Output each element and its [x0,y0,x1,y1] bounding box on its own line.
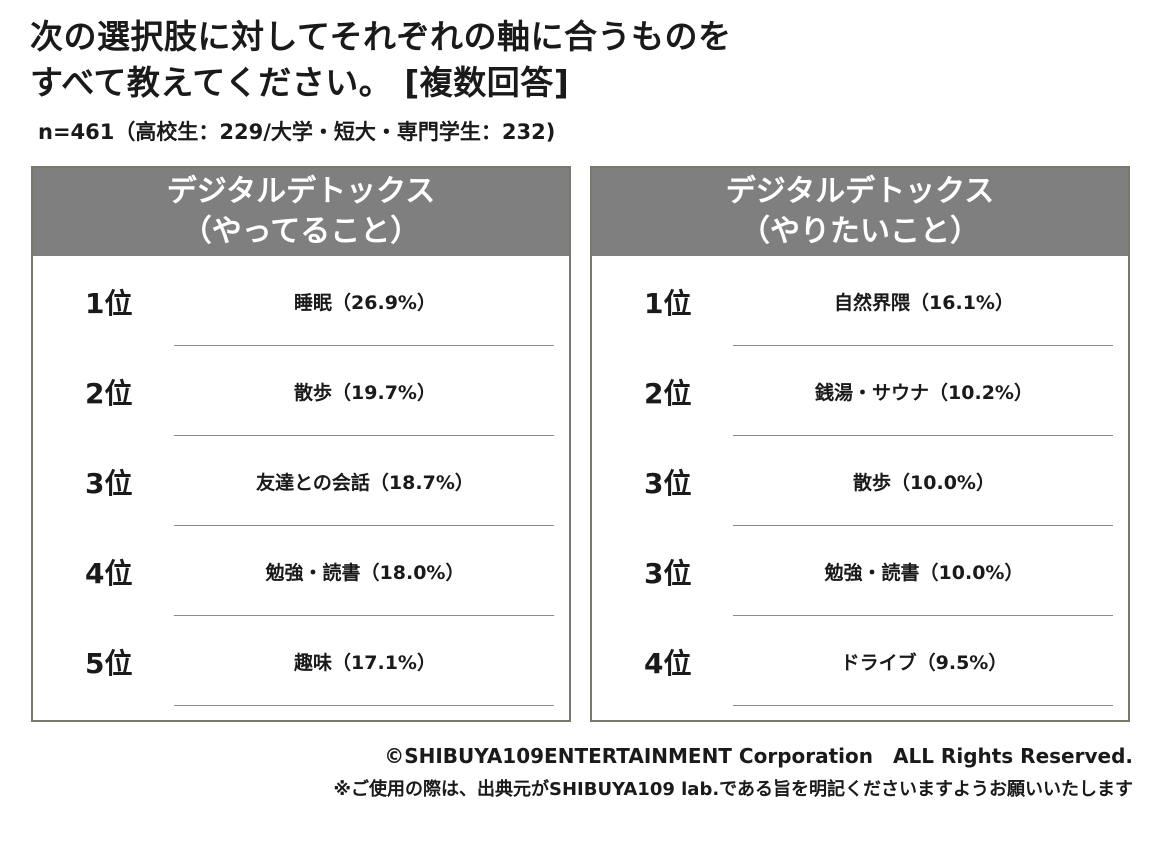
header-line-1: デジタルデトックス [166,174,436,209]
header-line-1: デジタルデトックス [725,174,995,209]
table-row: 5位 趣味（17.1%） [33,616,569,706]
row-divider [174,525,554,526]
question-title: 次の選択肢に対してそれぞれの軸に合うものを すべて教えてください。 [複数回答] [30,14,732,106]
item-label: 自然界隈（16.1%） [834,292,1014,314]
row-divider [174,615,554,616]
table-row: 4位 ドライブ（9.5%） [592,616,1128,706]
table-row: 4位 勉強・読書（18.0%） [33,526,569,616]
table-row: 1位 睡眠（26.9%） [33,256,569,346]
item-label: 散歩（19.7%） [294,382,436,404]
row-divider [174,435,554,436]
table-row: 1位 自然界隈（16.1%） [592,256,1128,346]
copyright: ©SHIBUYA109ENTERTAINMENT Corporation ALL… [384,744,1133,768]
table-row: 3位 勉強・読書（10.0%） [592,526,1128,616]
rank-label: 3位 [644,557,692,590]
rank-label: 2位 [644,377,692,410]
item-label: 勉強・読書（18.0%） [265,562,465,584]
rank-label: 1位 [644,287,692,320]
row-divider [733,615,1113,616]
header-line-2: （やりたいこと） [740,214,980,249]
title-line-1: 次の選択肢に対してそれぞれの軸に合うものを [30,17,732,56]
table-row: 3位 散歩（10.0%） [592,436,1128,526]
table-row: 2位 銭湯・サウナ（10.2%） [592,346,1128,436]
item-label: 睡眠（26.9%） [294,292,436,314]
item-label: 散歩（10.0%） [853,472,995,494]
header-line-2: （やってること） [181,214,421,249]
row-divider [733,525,1113,526]
rank-label: 3位 [85,467,133,500]
rank-label: 5位 [85,647,133,680]
row-divider [174,705,554,706]
rank-label: 2位 [85,377,133,410]
rank-label: 4位 [644,647,692,680]
usage-note: ※ご使用の際は、出典元がSHIBUYA109 lab.である旨を明記くださいます… [333,779,1134,800]
ranking-table-doing: デジタルデトックス （やってること） 1位 睡眠（26.9%） 2位 散歩（19.7%） 3… [31,166,571,722]
ranking-table-wanting: デジタルデトックス （やりたいこと） 1位 自然界隈（16.1%） 2位 銭湯・サウナ（1… [590,166,1130,722]
table-row: 2位 散歩（19.7%） [33,346,569,436]
item-label: 趣味（17.1%） [294,652,436,674]
rank-label: 4位 [85,557,133,590]
item-label: 勉強・読書（10.0%） [824,562,1024,584]
rank-label: 3位 [644,467,692,500]
title-line-2: すべて教えてください。 [複数回答] [30,63,570,102]
row-divider [733,705,1113,706]
row-divider [733,345,1113,346]
table-row: 3位 友達との会話（18.7%） [33,436,569,526]
item-label: ドライブ（9.5%） [840,652,1008,674]
row-divider [733,435,1113,436]
table-header: デジタルデトックス （やりたいこと） [592,168,1128,256]
row-divider [174,345,554,346]
sample-size: n=461（高校生：229/大学・短大・専門学生：232) [38,120,556,144]
item-label: 友達との会話（18.7%） [256,472,474,494]
rank-label: 1位 [85,287,133,320]
item-label: 銭湯・サウナ（10.2%） [815,382,1033,404]
table-header: デジタルデトックス （やってること） [33,168,569,256]
